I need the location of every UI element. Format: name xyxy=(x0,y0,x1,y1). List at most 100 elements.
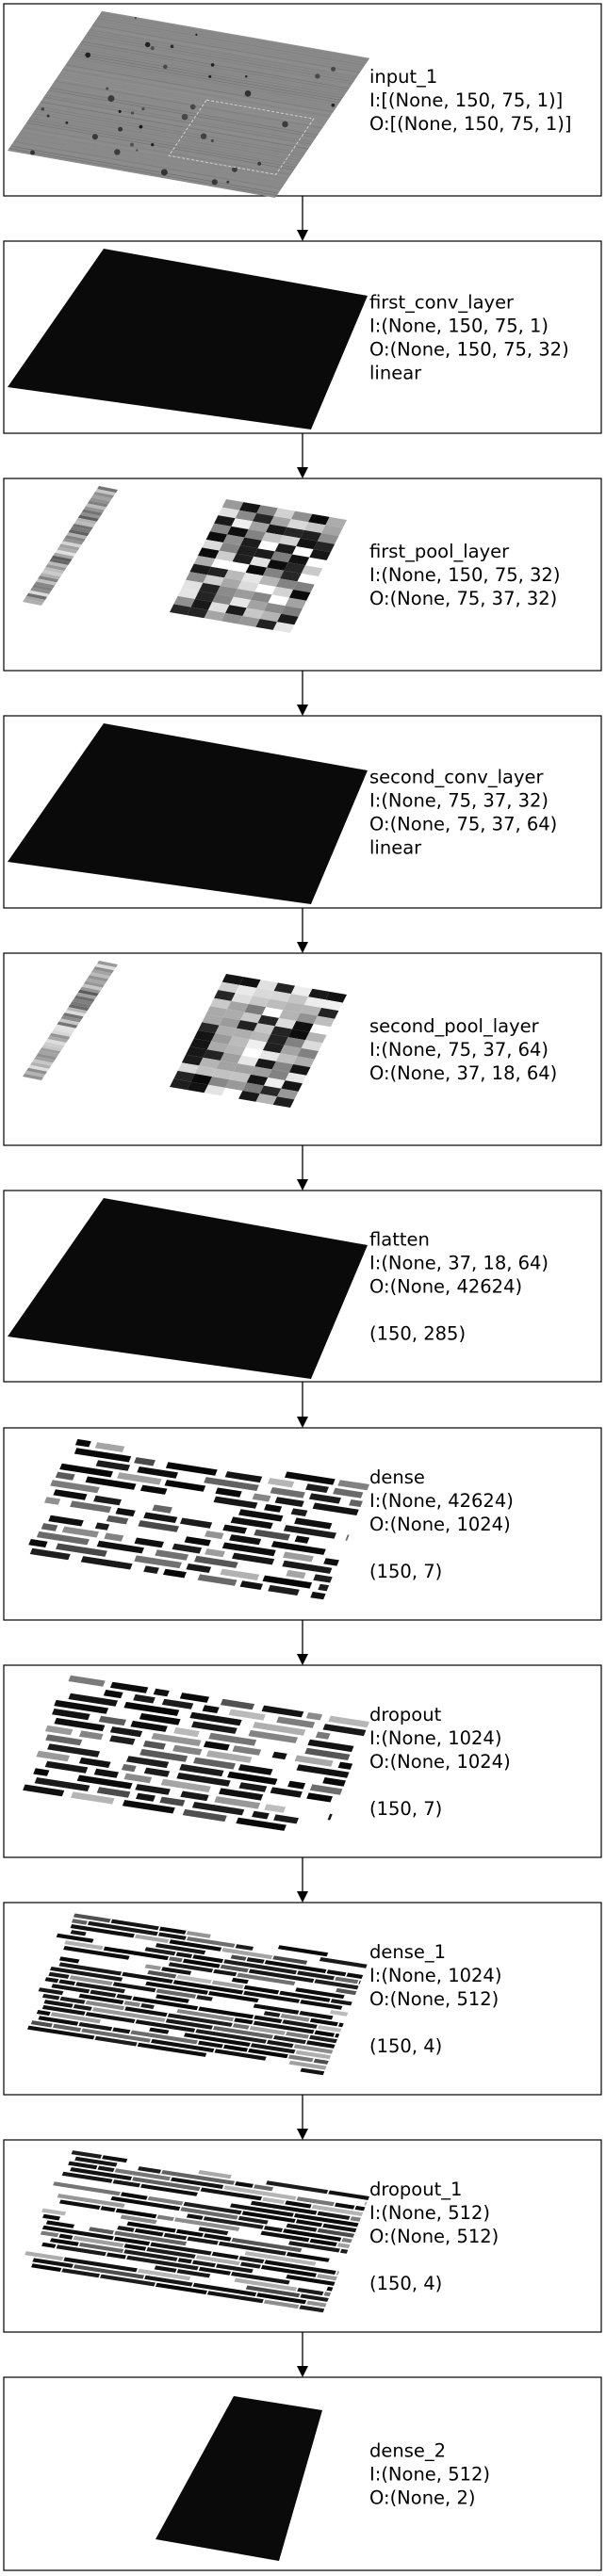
dense-bar xyxy=(120,2192,148,2200)
arrow-head xyxy=(297,942,308,953)
dense-bar xyxy=(297,2288,324,2296)
dense-bar xyxy=(139,1712,181,1725)
dense-bar xyxy=(27,2025,95,2040)
pooled-block xyxy=(251,591,272,603)
dense-bar xyxy=(145,1981,208,1995)
pooled-block xyxy=(216,1061,237,1072)
dense-bar xyxy=(138,1520,179,1532)
dense-bar xyxy=(223,1959,297,1975)
pooled-strip-cell xyxy=(40,573,61,580)
pooled-block xyxy=(272,622,295,633)
dense-bar xyxy=(33,1768,50,1776)
layer-name: dropout_1 xyxy=(369,2179,462,2200)
pooled-block xyxy=(231,518,253,529)
layer-shape-line: O:(None, 512) xyxy=(369,1988,499,2010)
dense-bar xyxy=(286,2275,336,2286)
pooled-block xyxy=(225,1079,247,1091)
pooled-block xyxy=(303,996,326,1008)
pooled-block xyxy=(273,508,296,520)
texture-line xyxy=(62,69,331,117)
pooled-block xyxy=(177,1062,200,1074)
pooled-strip-cell xyxy=(34,1056,56,1063)
pooled-strip-cell xyxy=(55,1024,76,1031)
dense-bar xyxy=(53,1489,88,1500)
dense-bar xyxy=(330,1999,352,2006)
dense-bar xyxy=(123,2249,178,2261)
speckle xyxy=(170,44,174,49)
pooled-block xyxy=(261,532,284,543)
dense-bar xyxy=(69,1975,113,1986)
layer-name: dense_2 xyxy=(369,2440,446,2462)
speckle xyxy=(65,121,69,124)
dense-bar xyxy=(266,2180,329,2195)
pooled-block xyxy=(237,580,259,592)
speckle xyxy=(181,113,188,121)
dense-bar xyxy=(71,2150,103,2159)
dense-bar xyxy=(279,1990,331,2002)
pooled-strip-cell xyxy=(32,584,54,591)
pooled-strip-cell xyxy=(77,514,99,522)
dense-bar xyxy=(56,1543,107,1557)
texture-line xyxy=(48,89,317,138)
pooled-block xyxy=(254,548,275,559)
dense-bar xyxy=(156,1988,197,1999)
dense-bar xyxy=(103,1690,123,1699)
dense-bar xyxy=(126,2221,176,2233)
pooled-block xyxy=(194,1065,217,1077)
dense-bar xyxy=(78,1993,124,2004)
pooled-block xyxy=(233,1063,255,1075)
dense-bar xyxy=(139,1484,168,1495)
dense-bar xyxy=(230,2203,294,2217)
speckle xyxy=(130,111,135,115)
pooled-block xyxy=(317,1008,339,1019)
dense-bar xyxy=(191,1802,245,1816)
pooled-strip-cell xyxy=(85,503,106,510)
dense-bar xyxy=(335,2033,340,2038)
dense-bar xyxy=(322,1777,346,1787)
dense-bar xyxy=(124,2006,168,2017)
dense-bar xyxy=(306,2300,327,2308)
dense-bar xyxy=(172,1980,244,1995)
pooled-block xyxy=(309,549,331,560)
dense-bar xyxy=(135,1784,171,1795)
dense-bar xyxy=(172,1543,203,1554)
dense-bar xyxy=(204,1477,259,1491)
texture-line xyxy=(54,80,323,129)
pooled-block xyxy=(187,1081,208,1094)
pooled-block xyxy=(238,616,260,627)
dense-bar xyxy=(192,2282,257,2297)
dense-bar xyxy=(323,2292,332,2297)
pooled-block xyxy=(251,1066,272,1077)
pooled-block xyxy=(186,572,207,583)
dense-bar xyxy=(58,2199,101,2210)
dense-bar xyxy=(213,1496,258,1509)
dense-bar xyxy=(205,1548,225,1558)
dense-bar xyxy=(47,1743,101,1758)
dense-bar xyxy=(186,1563,212,1573)
texture-line xyxy=(100,13,369,61)
dense-bar xyxy=(156,1994,189,2003)
dense-bar xyxy=(264,1503,283,1513)
dense-bar xyxy=(274,1497,304,1507)
dense-bar xyxy=(193,1757,236,1770)
dense-bar xyxy=(50,2012,101,2024)
dense-bar xyxy=(94,2035,138,2047)
pooled-block xyxy=(237,1055,259,1067)
pooled-block xyxy=(231,993,253,1004)
dense-bar xyxy=(180,2207,238,2220)
texture-line xyxy=(39,104,307,152)
dense-bar xyxy=(160,1778,211,1792)
pooled-block xyxy=(235,510,257,522)
dense-bar xyxy=(113,2236,151,2246)
dense-bar xyxy=(106,1515,129,1525)
texture-line xyxy=(73,53,342,101)
dense-bar xyxy=(314,1979,359,1990)
dense-bar xyxy=(297,1970,336,1981)
flow-arrow xyxy=(297,1382,308,1428)
speckle xyxy=(91,134,98,140)
dense-bar xyxy=(134,1555,182,1569)
speckle xyxy=(106,87,109,90)
dense-bar xyxy=(151,1732,202,1746)
pooled-block xyxy=(240,1012,262,1024)
